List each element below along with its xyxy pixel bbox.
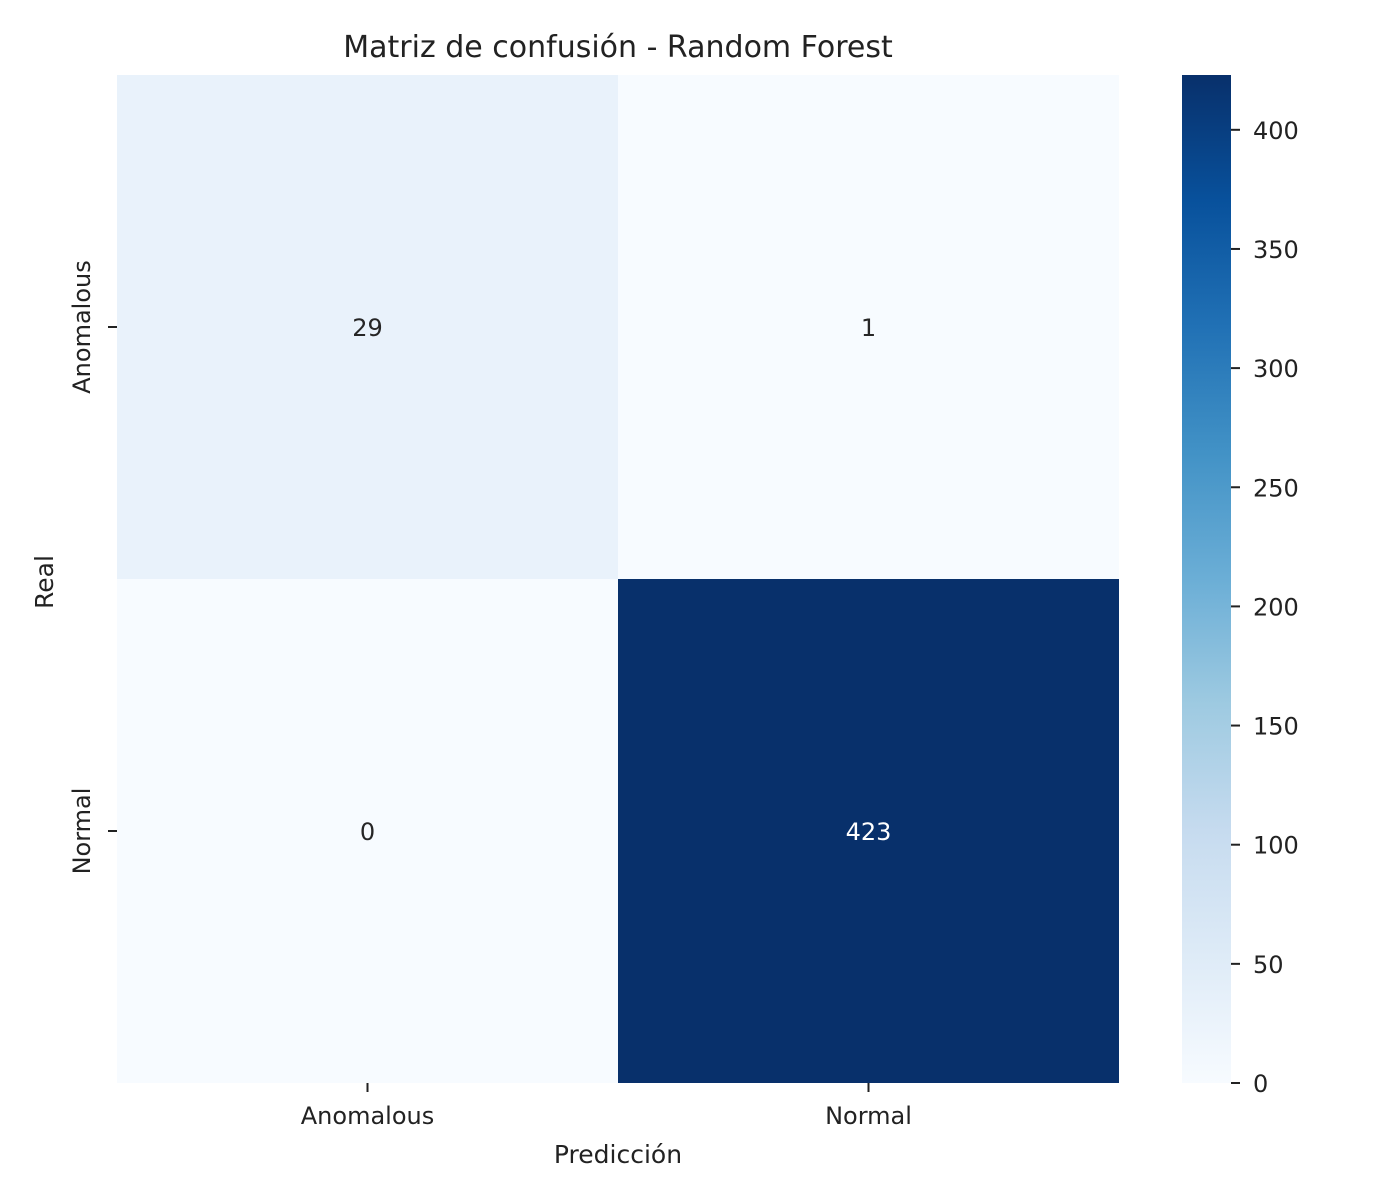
heatmap-cell (618, 75, 1119, 579)
colorbar-tick-label: 350 (1253, 236, 1299, 264)
colorbar-tick-label: 250 (1253, 474, 1299, 502)
cell-value-label: 423 (846, 818, 892, 846)
x-tick-label: Anomalous (301, 1102, 434, 1130)
colorbar-tick-label: 100 (1253, 832, 1299, 860)
y-tick-label: Anomalous (68, 260, 96, 393)
y-axis-ticks: Anomalous Normal (68, 260, 117, 874)
colorbar-tick-label: 150 (1253, 713, 1299, 741)
colorbar-ticks: 0 50 100 150 200 250 300 350 400 (1231, 117, 1299, 1098)
cell-value-label: 1 (861, 314, 876, 342)
colorbar-tick-label: 0 (1253, 1070, 1268, 1098)
heatmap-cell (117, 75, 618, 579)
heatmap-cell (117, 579, 618, 1083)
x-axis-label: Predicción (554, 1140, 682, 1169)
cell-value-label: 0 (360, 818, 375, 846)
chart-title: Matriz de confusión - Random Forest (343, 30, 893, 65)
cell-value-label: 29 (352, 314, 383, 342)
colorbar: 0 50 100 150 200 250 300 350 400 (1182, 75, 1299, 1098)
colorbar-tick-label: 50 (1253, 951, 1284, 979)
heatmap-cells: 29 1 0 423 (117, 75, 1119, 1083)
colorbar-tick-label: 400 (1253, 117, 1299, 145)
colorbar-tick-label: 300 (1253, 355, 1299, 383)
colorbar-tick-label: 200 (1253, 593, 1299, 621)
colorbar-gradient (1182, 75, 1231, 1083)
y-axis-label: Real (30, 555, 59, 609)
y-tick-label: Normal (68, 788, 96, 875)
heatmap-cell (618, 579, 1119, 1083)
x-tick-label: Normal (825, 1102, 912, 1130)
x-axis-ticks: Anomalous Normal (301, 1083, 912, 1130)
